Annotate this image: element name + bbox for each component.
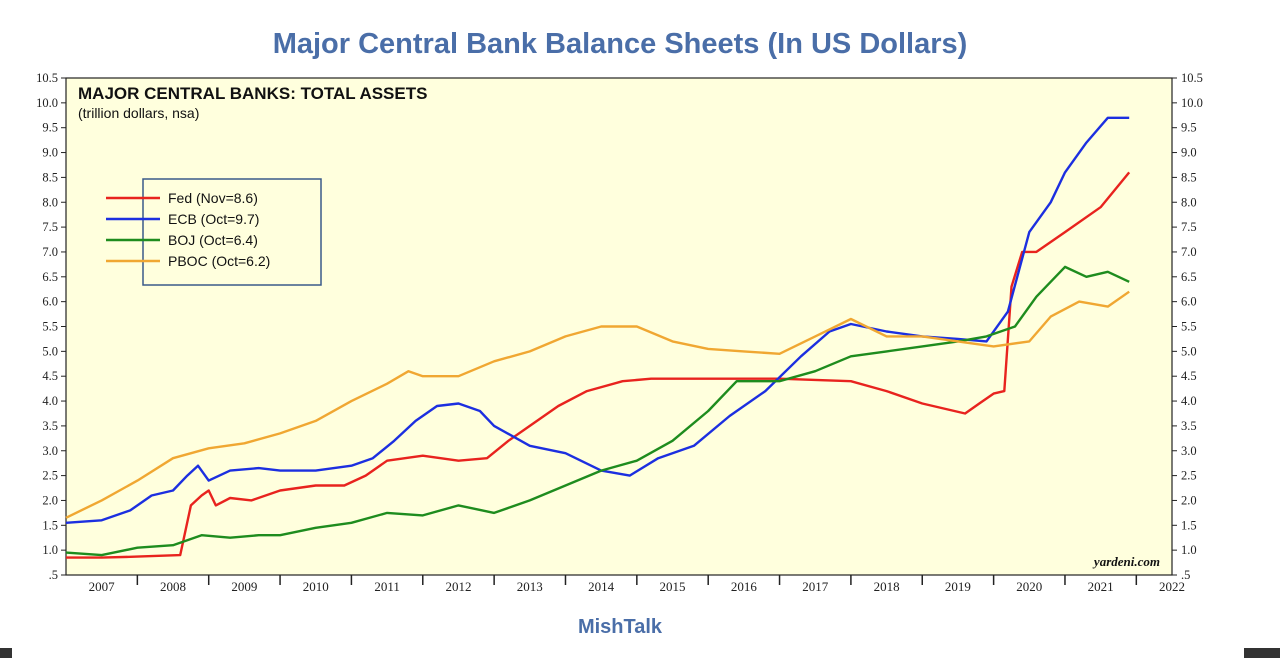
right-y-axis: .5 1.0 1.5 2.0 2.5 3.0 3.5 4.0 4.5 5.0 5.5 6.0 6.5 7.…	[1172, 71, 1203, 582]
series-line	[65, 265, 1130, 557]
x-tick-label: 2020	[1016, 579, 1042, 594]
y-tick-label-right: 10.0	[1181, 96, 1203, 110]
y-tick-label-right: 2.0	[1181, 493, 1197, 507]
y-tick-label-left: .5	[49, 568, 58, 582]
y-tick-label-left: 9.5	[42, 121, 58, 135]
y-tick-label-right: 4.5	[1181, 369, 1197, 383]
x-tick-label: 2015	[660, 579, 686, 594]
legend-label: BOJ (Oct=6.4)	[168, 232, 258, 248]
x-tick-label: 2007	[89, 579, 116, 594]
y-tick-label-right: 6.5	[1181, 270, 1197, 284]
y-tick-label-right: 5.5	[1181, 320, 1197, 334]
y-tick-label-left: 5.0	[42, 344, 58, 358]
legend-label: PBOC (Oct=6.2)	[168, 253, 270, 269]
x-tick-label: 2016	[731, 579, 758, 594]
x-tick-label: 2008	[160, 579, 186, 594]
y-tick-label-right: 4.0	[1181, 394, 1197, 408]
x-axis: 2007 2008 2009 2010 2011 2012 2013 2014 2015 2016…	[89, 575, 1185, 594]
legend-label: ECB (Oct=9.7)	[168, 211, 259, 227]
edge-bar-left	[0, 648, 12, 658]
x-tick-label: 2012	[445, 579, 471, 594]
y-tick-label-left: 6.0	[42, 295, 58, 309]
y-tick-label-right: 9.0	[1181, 146, 1197, 160]
y-tick-label-left: 8.5	[42, 170, 58, 184]
x-tick-label: 2009	[231, 579, 257, 594]
y-tick-label-right: 8.5	[1181, 170, 1197, 184]
x-tick-label: 2011	[374, 579, 400, 594]
y-tick-label-right: 7.0	[1181, 245, 1197, 259]
y-tick-label-right: 2.5	[1181, 469, 1197, 483]
y-tick-label-right: 9.5	[1181, 121, 1197, 135]
series-line	[65, 290, 1130, 519]
y-tick-label-left: 8.0	[42, 195, 58, 209]
y-tick-label-right: 1.0	[1181, 543, 1197, 557]
legend-label: Fed (Nov=8.6)	[168, 190, 258, 206]
series-line	[66, 171, 1131, 559]
chart-inner-title: MAJOR CENTRAL BANKS: TOTAL ASSETS	[78, 84, 427, 103]
y-tick-label-left: 10.0	[36, 96, 58, 110]
y-tick-label-right: 10.5	[1181, 71, 1203, 85]
x-tick-label: 2021	[1088, 579, 1114, 594]
y-tick-label-right: .5	[1181, 568, 1190, 582]
y-tick-label-left: 5.5	[42, 320, 58, 334]
x-tick-label: 2017	[802, 579, 829, 594]
chart-subtitle: (trillion dollars, nsa)	[78, 105, 199, 121]
y-tick-label-left: 2.0	[42, 493, 58, 507]
x-tick-label: 2010	[303, 579, 329, 594]
left-y-axis: .5 1.0 1.5 2.0 2.5 3.0 3.5 4.0 4.5 5.0 5.5 6.0 6.5 7.…	[36, 71, 66, 582]
y-tick-label-left: 1.0	[42, 543, 58, 557]
x-tick-label: 2014	[588, 579, 615, 594]
y-tick-label-left: 4.5	[42, 369, 58, 383]
y-tick-label-left: 7.5	[42, 220, 58, 234]
legend: Fed (Nov=8.6) ECB (Oct=9.7) BOJ (Oct=6.4) P…	[106, 178, 322, 286]
source-label: yardeni.com	[1092, 554, 1160, 569]
y-tick-label-left: 1.5	[42, 518, 58, 532]
edge-bar-right	[1244, 648, 1280, 658]
y-tick-label-right: 1.5	[1181, 518, 1197, 532]
x-tick-label: 2022	[1159, 579, 1185, 594]
x-tick-label: 2018	[874, 579, 900, 594]
y-tick-label-right: 7.5	[1181, 220, 1197, 234]
y-tick-label-left: 9.0	[42, 146, 58, 160]
y-tick-label-left: 4.0	[42, 394, 58, 408]
x-tick-label: 2019	[945, 579, 971, 594]
credit-label: MishTalk	[577, 616, 663, 638]
y-tick-label-right: 5.0	[1181, 344, 1197, 358]
y-tick-label-left: 10.5	[36, 71, 58, 85]
series-line	[65, 116, 1130, 524]
y-tick-label-left: 3.5	[42, 419, 58, 433]
y-tick-label-right: 3.0	[1181, 444, 1197, 458]
legend-box	[142, 178, 322, 286]
y-tick-label-left: 7.0	[42, 245, 58, 259]
y-tick-label-right: 6.0	[1181, 295, 1197, 309]
page-title: Major Central Bank Balance Sheets (In US…	[272, 28, 968, 60]
y-tick-label-right: 8.0	[1181, 195, 1197, 209]
y-tick-label-left: 3.0	[42, 444, 58, 458]
y-tick-label-left: 2.5	[42, 469, 58, 483]
y-tick-label-left: 6.5	[42, 270, 58, 284]
y-tick-label-right: 3.5	[1181, 419, 1197, 433]
x-tick-label: 2013	[517, 579, 543, 594]
series-layer	[65, 116, 1131, 559]
